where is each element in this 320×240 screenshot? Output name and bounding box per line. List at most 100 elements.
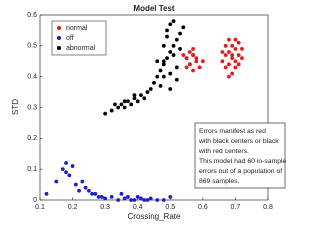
point — [129, 198, 134, 202]
x-tick-label: 0.5 — [165, 204, 175, 211]
point — [236, 40, 241, 45]
point — [165, 56, 169, 61]
point — [93, 191, 98, 196]
point — [122, 99, 127, 104]
point — [240, 47, 244, 51]
point — [168, 71, 173, 76]
point — [165, 34, 169, 39]
x-axis-title: Crossing_Rate — [128, 212, 181, 221]
point — [187, 50, 192, 54]
point — [122, 196, 127, 201]
point — [113, 102, 117, 107]
point — [83, 185, 88, 190]
point — [171, 19, 176, 24]
point — [171, 53, 176, 57]
annotation-box — [194, 122, 286, 189]
point — [236, 62, 241, 67]
y-tick-label: 0.5 — [27, 43, 37, 50]
point — [155, 59, 160, 64]
point — [191, 68, 195, 73]
point — [44, 191, 49, 196]
point — [233, 65, 238, 70]
point — [126, 195, 130, 199]
y-tick-label: 0.6 — [27, 12, 37, 19]
point — [152, 80, 156, 85]
point — [171, 43, 176, 48]
y-tick-label: 0.3 — [27, 104, 37, 111]
point — [168, 22, 173, 27]
point — [230, 53, 235, 57]
point — [155, 74, 160, 79]
point — [220, 50, 225, 54]
y-tick-label: 0.2 — [27, 135, 37, 142]
point — [165, 28, 169, 33]
point — [67, 173, 72, 178]
point — [178, 31, 182, 36]
point — [168, 50, 173, 54]
point — [178, 47, 182, 51]
annotation-line: errors out of a population of — [199, 168, 282, 175]
point — [109, 108, 114, 113]
point — [181, 53, 186, 57]
point — [135, 195, 140, 199]
point — [77, 188, 81, 193]
point — [174, 37, 179, 42]
chart-title: Model Test — [133, 4, 175, 13]
point — [139, 93, 143, 98]
point — [184, 65, 189, 70]
point — [161, 59, 166, 64]
x-tick-label: 0.8 — [263, 204, 273, 211]
point — [227, 37, 231, 42]
point — [158, 68, 163, 73]
annotation-line: with red centers. — [198, 148, 249, 155]
point — [70, 164, 75, 168]
point — [142, 198, 147, 202]
point — [86, 188, 91, 193]
point — [119, 191, 124, 196]
y-tick-label: 0.4 — [27, 74, 37, 81]
point — [148, 196, 153, 201]
point — [103, 111, 108, 116]
x-tick-label: 0.1 — [35, 204, 45, 211]
point — [181, 25, 186, 30]
point — [155, 198, 160, 202]
point — [236, 53, 241, 57]
point — [99, 195, 104, 199]
point — [174, 65, 179, 70]
point — [191, 53, 195, 57]
x-tick-label: 0.2 — [68, 204, 78, 211]
point — [139, 196, 143, 201]
point — [161, 74, 166, 79]
point — [161, 62, 166, 67]
point — [73, 182, 78, 187]
point — [148, 87, 153, 91]
point — [220, 59, 225, 64]
y-tick-label: 0 — [33, 197, 37, 204]
point — [194, 59, 199, 64]
point — [119, 102, 124, 107]
point — [109, 195, 114, 199]
point — [223, 53, 228, 57]
point — [191, 47, 195, 51]
legend-marker — [57, 36, 61, 40]
point — [158, 84, 163, 88]
point — [64, 161, 68, 165]
point — [64, 170, 68, 175]
point — [233, 37, 238, 42]
point — [126, 99, 130, 104]
point — [116, 105, 121, 110]
y-tick-label: 0.1 — [27, 166, 37, 173]
legend-marker — [57, 26, 61, 30]
point — [227, 50, 231, 54]
point — [184, 56, 189, 61]
annotation-line: This model had 60 in-sample — [199, 158, 286, 165]
chart: Model Test Crossing_Rate STD 0.1 0.2 0.3 0.… — [11, 4, 286, 221]
point — [103, 196, 108, 201]
point — [132, 96, 137, 101]
point — [80, 179, 85, 184]
point — [230, 56, 235, 61]
point — [223, 43, 228, 48]
point — [168, 87, 173, 91]
point — [227, 74, 231, 79]
y-axis-title: STD — [11, 99, 20, 115]
